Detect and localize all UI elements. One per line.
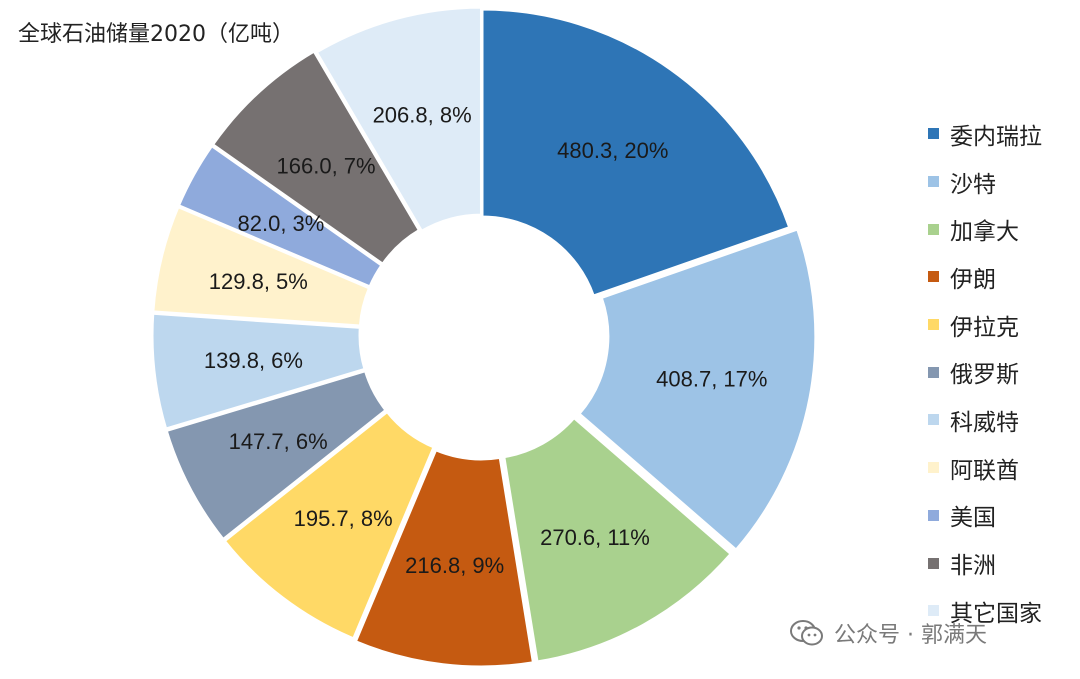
- legend-swatch: [928, 414, 939, 426]
- legend-swatch: [928, 557, 939, 569]
- legend-swatch: [928, 128, 939, 140]
- legend-item-11: 其它国家: [928, 587, 1042, 635]
- watermark-text: 公众号 · 郭满天: [834, 623, 987, 648]
- data-label-2: 408.7, 17%: [656, 367, 767, 392]
- slice-3: [502, 415, 734, 664]
- legend-swatch: [928, 605, 939, 617]
- data-label-1: 480.3, 20%: [557, 138, 668, 163]
- legend-label: 其它国家: [950, 600, 1042, 627]
- legend-label: 非洲: [950, 553, 996, 580]
- legend-label: 伊朗: [950, 266, 996, 293]
- legend-item-2: 沙特: [928, 158, 1042, 206]
- legend-item-7: 科威特: [928, 396, 1042, 444]
- data-label-3: 270.6, 11%: [540, 525, 650, 550]
- chart-title: 全球石油储量2020（亿吨）: [18, 22, 294, 47]
- slice-11: [314, 5, 483, 234]
- slice-1: [480, 7, 792, 298]
- legend-label: 加拿大: [950, 219, 1019, 246]
- legend-swatch: [928, 509, 939, 521]
- chart-slices: [150, 5, 818, 669]
- watermark: 公众号 · 郭满天: [790, 617, 987, 649]
- slice-6: [164, 368, 389, 542]
- legend-label: 委内瑞拉: [950, 123, 1042, 150]
- data-label-7: 139.8, 6%: [204, 348, 303, 373]
- data-label-6: 147.7, 6%: [229, 429, 328, 454]
- slice-5: [222, 409, 436, 641]
- chart-data-labels: 480.3, 20% 408.7, 17% 270.6, 11% 216.8, 9% 1…: [204, 103, 768, 578]
- legend-item-8: 阿联酋: [928, 444, 1042, 492]
- slice-10: [210, 48, 422, 267]
- legend-item-3: 加拿大: [928, 205, 1042, 253]
- legend-item-5: 伊拉克: [928, 301, 1042, 349]
- legend-swatch: [928, 271, 939, 283]
- legend-label: 科威特: [950, 409, 1019, 436]
- legend-item-6: 俄罗斯: [928, 348, 1042, 396]
- wechat-icon: [790, 620, 823, 646]
- legend-label: 伊拉克: [950, 314, 1019, 341]
- data-label-4: 216.8, 9%: [405, 553, 504, 578]
- legend-item-4: 伊朗: [928, 253, 1042, 301]
- chart-legend: 委内瑞拉沙特加拿大伊朗伊拉克俄罗斯科威特阿联酋美国非洲其它国家: [928, 110, 1042, 635]
- legend-label: 沙特: [950, 171, 996, 198]
- legend-label: 俄罗斯: [950, 362, 1019, 389]
- legend-swatch: [928, 176, 939, 188]
- data-label-8: 129.8, 5%: [209, 269, 308, 294]
- legend-label: 阿联酋: [950, 457, 1019, 484]
- legend-item-1: 委内瑞拉: [928, 110, 1042, 158]
- data-label-10: 166.0, 7%: [277, 153, 376, 178]
- data-label-9: 82.0, 3%: [238, 211, 325, 236]
- slice-2: [576, 227, 818, 553]
- legend-item-9: 美国: [928, 492, 1042, 540]
- data-label-5: 195.7, 8%: [294, 506, 393, 531]
- legend-swatch: [928, 462, 939, 474]
- legend-swatch: [928, 223, 939, 235]
- legend-label: 美国: [950, 505, 996, 532]
- data-label-11: 206.8, 8%: [373, 103, 472, 128]
- legend-swatch: [928, 319, 939, 331]
- legend-swatch: [928, 366, 939, 378]
- slice-4: [353, 447, 536, 669]
- legend-item-10: 非洲: [928, 539, 1042, 587]
